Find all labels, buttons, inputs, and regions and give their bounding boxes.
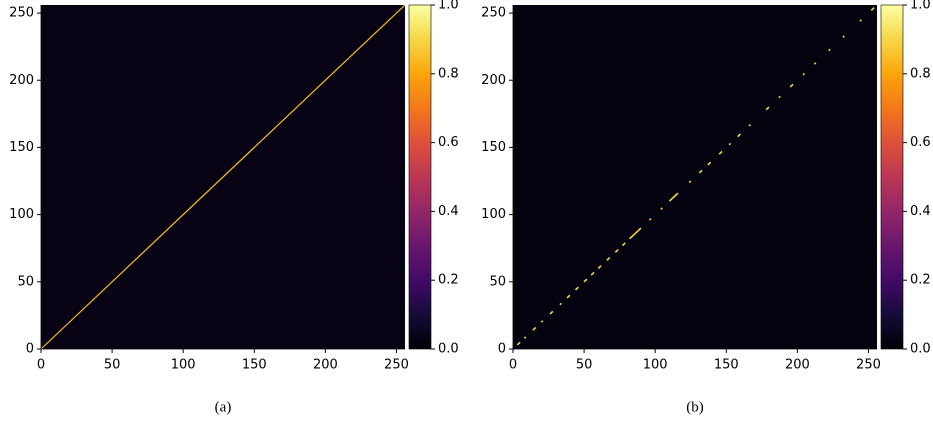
y-tick-label: 50 <box>489 274 506 289</box>
x-tick-label: 150 <box>714 358 739 373</box>
x-tick-label: 100 <box>171 358 196 373</box>
x-tick-label: 250 <box>384 358 409 373</box>
diagonal-segment <box>523 336 527 339</box>
y-tick-label: 250 <box>481 6 506 21</box>
colorbar <box>408 4 432 350</box>
diagonal-segment <box>842 35 845 38</box>
colorbar-tick-label: 0.6 <box>438 135 459 150</box>
diagonal-segment <box>575 286 579 291</box>
y-tick-label: 0 <box>498 342 506 357</box>
diagonal-segment <box>559 302 562 306</box>
colorbar <box>880 4 904 350</box>
diagonal-segment <box>590 271 595 276</box>
x-tick-label: 250 <box>856 358 881 373</box>
diagonal-segment <box>707 161 712 166</box>
diagonal-segment <box>718 150 723 155</box>
colorbar-tick-label: 0.0 <box>438 342 459 357</box>
diagonal-segment <box>765 106 770 111</box>
x-tick-label: 50 <box>104 358 121 373</box>
x-tick-label: 100 <box>643 358 668 373</box>
diagonal-segment <box>698 169 703 174</box>
x-tick-label: 0 <box>509 358 517 373</box>
colorbar-tick-label: 0.2 <box>438 273 459 288</box>
x-tick-label: 200 <box>313 358 338 373</box>
colorbar-tick-label: 1.0 <box>438 0 459 13</box>
caption: (b) <box>686 399 704 415</box>
diagonal-segment <box>813 62 817 65</box>
x-tick-label: 200 <box>785 358 810 373</box>
diagonal-segment <box>859 19 862 22</box>
diagonal-segment <box>629 227 642 240</box>
y-tick-label: 100 <box>481 207 506 222</box>
x-tick-label: 50 <box>576 358 593 373</box>
y-tick-label: 200 <box>481 73 506 88</box>
diagonal-segment <box>737 133 742 138</box>
x-tick-label: 150 <box>242 358 267 373</box>
x-tick-label: 0 <box>37 358 45 373</box>
diagonal-segment <box>748 124 752 127</box>
colorbar-tick-label: 0.4 <box>438 204 459 219</box>
colorbar-tick-label: 1.0 <box>910 0 931 13</box>
y-tick-label: 200 <box>9 73 34 88</box>
diagonal-segment <box>728 142 732 146</box>
caption: (a) <box>215 399 232 415</box>
diagonal-segment <box>621 242 626 247</box>
colorbar-tick-label: 0.8 <box>438 66 459 81</box>
diagonal-segment <box>870 7 875 11</box>
diagonal-segment <box>828 48 831 52</box>
diagonal-segment <box>660 207 663 210</box>
diagonal-segment <box>583 278 588 283</box>
y-tick-label: 250 <box>9 6 34 21</box>
diagonal-segment <box>648 218 652 221</box>
colorbar-tick-label: 0.4 <box>910 204 931 219</box>
diagonal-segment <box>532 326 537 331</box>
y-tick-label: 150 <box>9 140 34 155</box>
heatmap-background <box>513 5 877 349</box>
colorbar-tick-label: 0.6 <box>910 135 931 150</box>
colorbar-tick-label: 0.8 <box>910 66 931 81</box>
diagonal-segment <box>688 180 692 183</box>
diagonal-segment <box>597 265 602 269</box>
diagonal <box>40 4 406 350</box>
y-tick-label: 150 <box>481 140 506 155</box>
diagonal-segment <box>516 341 521 346</box>
colorbar-tick-label: 0.2 <box>910 273 931 288</box>
y-tick-label: 0 <box>26 342 34 357</box>
y-tick-label: 100 <box>9 207 34 222</box>
diagonal-segment <box>789 83 794 88</box>
diagonal-segment <box>614 248 619 253</box>
diagonal-segment <box>802 72 806 76</box>
y-tick-label: 50 <box>17 274 34 289</box>
diagonal-segment <box>566 294 571 299</box>
diagonal-segment <box>540 320 544 323</box>
diagonal-segment <box>606 257 611 261</box>
diagonal-segment <box>668 192 679 202</box>
colorbar-tick-label: 0.0 <box>910 342 931 357</box>
diagonal-segment <box>549 310 554 315</box>
diagonal-segment <box>778 95 781 99</box>
